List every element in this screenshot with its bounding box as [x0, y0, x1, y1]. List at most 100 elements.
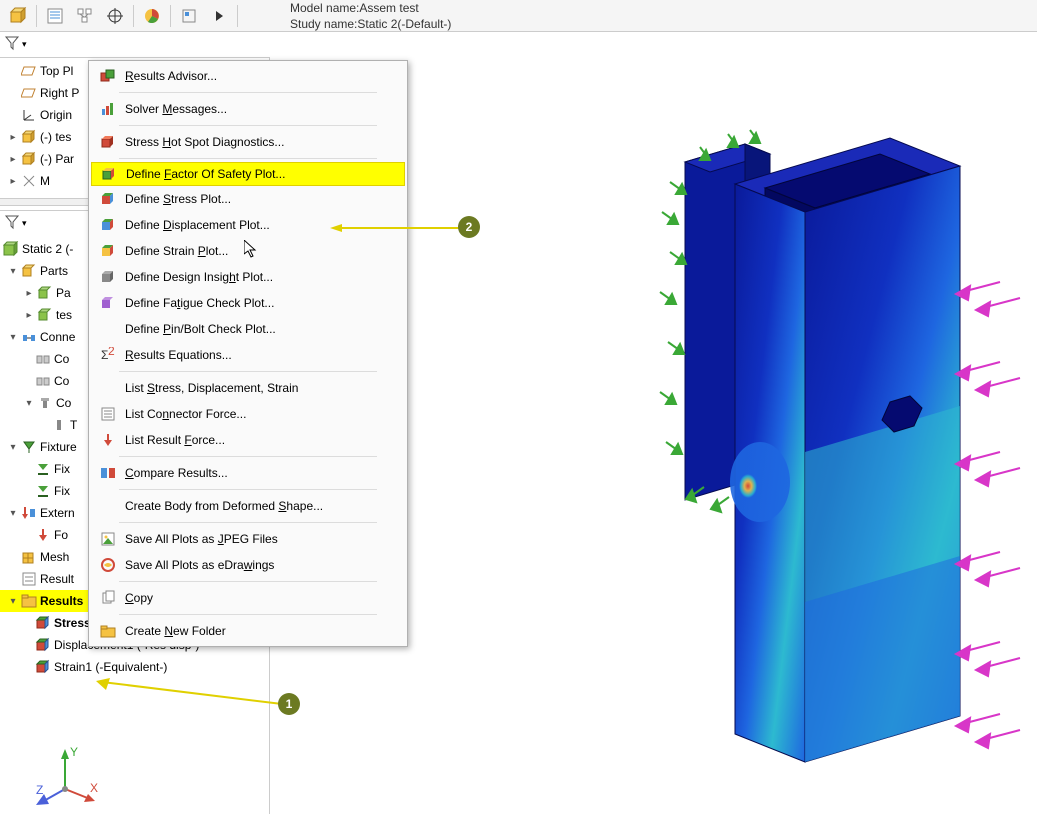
collapse-arrow-icon[interactable]: ▾: [6, 508, 20, 519]
mesh-icon: [20, 548, 38, 566]
menu-item-list-result-force[interactable]: List Result Force...: [91, 427, 405, 453]
solid-icon: [36, 284, 54, 302]
dropdown-icon[interactable]: ▾: [22, 39, 27, 50]
cube-strain-icon: [97, 241, 119, 261]
expand-arrow-icon[interactable]: ▸: [6, 154, 20, 165]
expand-arrow-icon[interactable]: ▸: [22, 310, 36, 321]
menu-item-solver-messages[interactable]: Solver Messages...: [91, 96, 405, 122]
connections-icon: [20, 328, 38, 346]
cursor-icon: [244, 240, 260, 260]
view-triad[interactable]: Y X Z: [30, 744, 100, 814]
filter-icon[interactable]: [4, 214, 20, 233]
menu-item-define-pin-bolt-check-plot[interactable]: Define Pin/Bolt Check Plot...: [91, 316, 405, 342]
menu-item-copy[interactable]: Copy: [91, 585, 405, 611]
save-img-icon: [97, 529, 119, 549]
mate-icon: [20, 172, 38, 190]
force-icon: [97, 430, 119, 450]
menu-item-results-equations[interactable]: Σ2Results Equations...: [91, 342, 405, 368]
menu-item-define-design-insight-plot[interactable]: Define Design Insight Plot...: [91, 264, 405, 290]
menu-item-stress-hot-spot-diagnostics[interactable]: Stress Hot Spot Diagnostics...: [91, 129, 405, 155]
options-icon: [20, 570, 38, 588]
svg-text:2: 2: [108, 347, 115, 358]
menu-label: List Connector Force...: [125, 407, 246, 421]
toolbar-play-icon[interactable]: [205, 3, 233, 29]
plane-icon: [20, 84, 38, 102]
collapse-arrow-icon[interactable]: ▾: [6, 266, 20, 277]
fixed-icon: [34, 482, 52, 500]
solid-icon: [36, 306, 54, 324]
none-icon: [97, 378, 119, 398]
menu-label: Define Design Insight Plot...: [125, 270, 273, 284]
menu-label: Define Pin/Bolt Check Plot...: [125, 322, 276, 336]
compare-icon: [97, 463, 119, 483]
list-icon: [97, 404, 119, 424]
menu-label: Copy: [125, 591, 153, 605]
filter-icon[interactable]: [4, 35, 20, 54]
menu-item-compare-results[interactable]: Compare Results...: [91, 460, 405, 486]
plane-icon: [20, 62, 38, 80]
menu-item-define-stress-plot[interactable]: Define Stress Plot...: [91, 186, 405, 212]
plot-icon: [34, 658, 52, 676]
toolbar-box-icon[interactable]: [175, 3, 203, 29]
menu-item-create-body-from-deformed-shape[interactable]: Create Body from Deformed Shape...: [91, 493, 405, 519]
tree-results-folder[interactable]: ▾Results: [0, 590, 94, 612]
menu-item-list-connector-force[interactable]: List Connector Force...: [91, 401, 405, 427]
cube-disp-icon: [97, 215, 119, 235]
stress-plot-model: [600, 102, 1037, 782]
toolbar-cube-icon[interactable]: [4, 3, 32, 29]
menu-label: List Stress, Displacement, Strain: [125, 381, 298, 395]
copy-icon: [97, 588, 119, 608]
menu-item-results-advisor[interactable]: Results Advisor...: [91, 63, 405, 89]
menu-label: Solver Messages...: [125, 102, 227, 116]
menu-item-save-all-plots-as-jpeg-files[interactable]: Save All Plots as JPEG Files: [91, 526, 405, 552]
none-icon: [97, 496, 119, 516]
toolbar-target-icon[interactable]: [101, 3, 129, 29]
plot-icon: [34, 636, 52, 654]
tree-strain-plot[interactable]: Strain1 (-Equivalent-): [0, 656, 269, 678]
menu-item-define-displacement-plot[interactable]: Define Displacement Plot...: [91, 212, 405, 238]
loads-icon: [20, 504, 38, 522]
menu-item-create-new-folder[interactable]: Create New Folder: [91, 618, 405, 644]
dropdown-icon[interactable]: ▾: [22, 218, 27, 229]
folder-icon: [97, 621, 119, 641]
menu-item-define-fatigue-check-plot[interactable]: Define Fatigue Check Plot...: [91, 290, 405, 316]
expand-arrow-icon[interactable]: ▸: [6, 176, 20, 187]
expand-arrow-icon[interactable]: ▸: [6, 132, 20, 143]
toolbar-tree-icon[interactable]: [71, 3, 99, 29]
results-icon: [20, 592, 38, 610]
collapse-arrow-icon[interactable]: ▾: [6, 332, 20, 343]
study-icon: [2, 240, 20, 258]
edraw-icon: [97, 555, 119, 575]
menu-label: Create Body from Deformed Shape...: [125, 499, 323, 513]
contact-icon: [34, 372, 52, 390]
menu-item-list-stress-displacement-strain[interactable]: List Stress, Displacement, Strain: [91, 375, 405, 401]
cube-fatigue-icon: [97, 293, 119, 313]
menu-item-define-factor-of-safety-plot[interactable]: Define Factor Of Safety Plot...: [91, 162, 405, 186]
menu-label: List Result Force...: [125, 433, 225, 447]
fixed-icon: [34, 460, 52, 478]
cube-insight-icon: [97, 267, 119, 287]
cube-multi-icon: [97, 66, 119, 86]
origin-icon: [20, 106, 38, 124]
expand-arrow-icon[interactable]: ▸: [22, 288, 36, 299]
menu-label: Save All Plots as eDrawings: [125, 558, 274, 572]
collapse-arrow-icon[interactable]: ▾: [6, 596, 20, 607]
fixtures-icon: [20, 438, 38, 456]
none-icon: [97, 319, 119, 339]
collapse-arrow-icon[interactable]: ▾: [6, 442, 20, 453]
toolbar-list-icon[interactable]: [41, 3, 69, 29]
callout-1: 1: [278, 693, 300, 715]
menu-label: Results Advisor...: [125, 69, 217, 83]
contact-icon: [34, 350, 52, 368]
collapse-arrow-icon[interactable]: ▾: [22, 398, 36, 409]
menu-label: Define Strain Plot...: [125, 244, 228, 258]
top-toolbar: [0, 0, 1037, 32]
svg-text:X: X: [90, 781, 98, 795]
menu-label: Compare Results...: [125, 466, 228, 480]
menu-item-save-all-plots-as-edrawings[interactable]: Save All Plots as eDrawings: [91, 552, 405, 578]
menu-label: Define Fatigue Check Plot...: [125, 296, 274, 310]
results-context-menu: Results Advisor... Solver Messages... Stre…: [88, 60, 408, 647]
menu-label: Results Equations...: [125, 348, 232, 362]
force-icon: [34, 526, 52, 544]
toolbar-pie-icon[interactable]: [138, 3, 166, 29]
